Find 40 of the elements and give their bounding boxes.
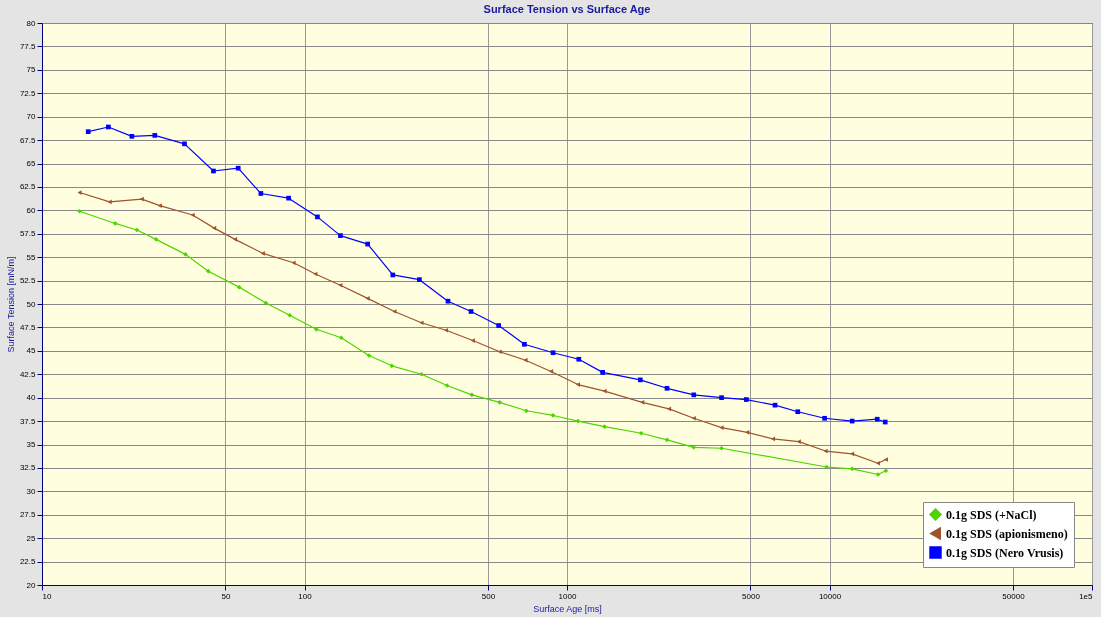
y-tick-label: 55 bbox=[26, 252, 37, 262]
y-tick-label: 57.5 bbox=[19, 229, 37, 239]
y-tick-label: 47.5 bbox=[19, 322, 37, 332]
x-tick-label: 50000 bbox=[1002, 591, 1026, 601]
legend-label: 0.1g SDS (apionismeno) bbox=[946, 526, 1068, 541]
y-tick-label: 52.5 bbox=[19, 276, 37, 286]
x-tick-label: 1000 bbox=[558, 591, 577, 601]
y-tick-label: 77.5 bbox=[19, 41, 37, 51]
y-tick-label: 42.5 bbox=[19, 369, 37, 379]
y-tick-label: 37.5 bbox=[19, 416, 37, 426]
y-tick-label: 72.5 bbox=[19, 88, 37, 98]
y-tick-label: 65 bbox=[26, 159, 37, 168]
y-tick-label: 20 bbox=[26, 580, 37, 590]
y-tick-label: 22.5 bbox=[19, 557, 37, 567]
y-tick-label: 45 bbox=[26, 346, 37, 356]
y-tick-label: 30 bbox=[26, 486, 37, 496]
y-tick-label: 70 bbox=[26, 112, 37, 122]
y-tick-label: 25 bbox=[26, 533, 37, 543]
y-tick-label: 75 bbox=[26, 65, 37, 75]
y-tick-label: 80 bbox=[26, 18, 37, 28]
x-tick-label: 50 bbox=[221, 591, 231, 601]
x-tick-label: 10 bbox=[42, 591, 52, 601]
chart-title: Surface Tension vs Surface Age bbox=[483, 3, 651, 15]
legend-label: 0.1g SDS (Nero Vrusis) bbox=[946, 545, 1064, 560]
y-tick-label: 60 bbox=[26, 205, 37, 215]
x-tick-label: 500 bbox=[481, 591, 496, 601]
y-tick-label: 35 bbox=[26, 440, 37, 449]
y-tick-label: 32.5 bbox=[19, 463, 37, 473]
x-tick-label: 10000 bbox=[818, 591, 842, 601]
x-tick-label: 100 bbox=[298, 591, 313, 601]
y-tick-label: 50 bbox=[26, 299, 37, 309]
y-axis-title: Surface Tension [mN/m] bbox=[5, 256, 16, 353]
y-tick-label: 67.5 bbox=[19, 135, 37, 145]
x-axis-title: Surface Age [ms] bbox=[533, 603, 602, 614]
x-tick-label: 5000 bbox=[742, 591, 761, 601]
y-tick-label: 40 bbox=[26, 393, 37, 403]
x-tick-label: 1e5 bbox=[1079, 591, 1094, 601]
y-tick-label: 27.5 bbox=[19, 510, 37, 520]
y-tick-label: 62.5 bbox=[19, 182, 37, 192]
legend-label: 0.1g SDS (+NaCl) bbox=[946, 507, 1037, 522]
